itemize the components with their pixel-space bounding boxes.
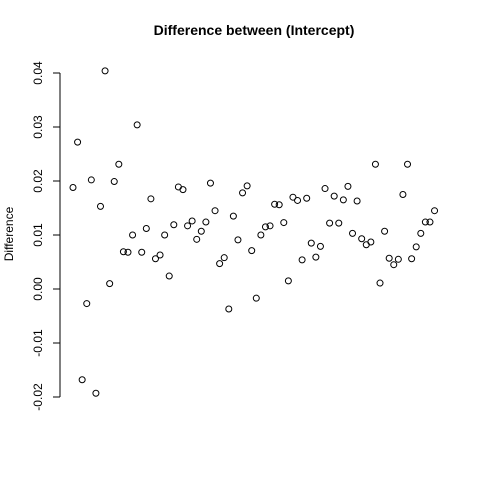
data-point bbox=[390, 261, 398, 269]
data-point bbox=[119, 248, 127, 256]
data-point bbox=[252, 294, 260, 302]
data-point bbox=[326, 219, 334, 227]
data-point bbox=[275, 201, 283, 209]
data-point bbox=[385, 254, 393, 262]
data-point bbox=[69, 183, 77, 191]
y-tick-label: -0.02 bbox=[31, 383, 45, 411]
data-point bbox=[129, 231, 137, 239]
data-point bbox=[147, 195, 155, 203]
data-point bbox=[349, 229, 357, 237]
data-point bbox=[412, 243, 420, 251]
data-point bbox=[339, 196, 347, 204]
data-point bbox=[321, 185, 329, 193]
data-point bbox=[408, 255, 416, 263]
data-point bbox=[188, 217, 196, 225]
data-point bbox=[83, 300, 91, 308]
data-point bbox=[229, 212, 237, 220]
data-point bbox=[211, 207, 219, 215]
y-tick-label: 0.01 bbox=[31, 223, 45, 247]
data-point bbox=[243, 182, 251, 190]
data-point bbox=[271, 200, 279, 208]
data-point bbox=[151, 255, 159, 263]
data-points bbox=[69, 67, 439, 397]
data-point bbox=[266, 222, 274, 230]
data-point bbox=[344, 182, 352, 190]
data-point bbox=[124, 248, 132, 256]
data-point bbox=[381, 227, 389, 235]
data-point bbox=[234, 236, 242, 244]
y-tick-label: 0.03 bbox=[31, 115, 45, 139]
data-point bbox=[307, 239, 315, 247]
data-point bbox=[367, 238, 375, 246]
data-point bbox=[216, 260, 224, 268]
data-point bbox=[225, 305, 233, 313]
data-point bbox=[220, 254, 228, 262]
data-point bbox=[312, 253, 320, 261]
data-point bbox=[170, 221, 178, 229]
data-point bbox=[284, 277, 292, 285]
y-tick-label: -0.01 bbox=[31, 329, 45, 357]
data-point bbox=[257, 231, 265, 239]
data-point bbox=[179, 186, 187, 194]
data-point bbox=[431, 207, 439, 215]
data-point bbox=[335, 219, 343, 227]
data-point bbox=[110, 178, 118, 186]
data-point bbox=[404, 160, 412, 168]
data-point bbox=[74, 138, 82, 146]
data-point bbox=[399, 191, 407, 198]
data-point bbox=[248, 247, 256, 255]
y-axis: -0.02 -0.01 0.00 0.01 0.02 0.03 0.04 bbox=[31, 61, 61, 411]
data-point bbox=[358, 235, 366, 243]
data-point bbox=[142, 225, 150, 233]
data-point bbox=[197, 227, 205, 235]
data-point bbox=[303, 194, 311, 202]
data-point bbox=[426, 218, 434, 226]
data-point bbox=[289, 193, 297, 201]
data-point bbox=[330, 192, 338, 200]
data-point bbox=[376, 279, 384, 287]
data-point bbox=[417, 229, 425, 237]
data-point bbox=[138, 248, 146, 256]
y-tick-label: 0.00 bbox=[31, 277, 45, 301]
data-point bbox=[165, 272, 173, 280]
y-tick-label: 0.04 bbox=[31, 61, 45, 85]
data-point bbox=[106, 280, 114, 288]
data-point bbox=[184, 222, 192, 230]
data-point bbox=[294, 196, 302, 204]
data-point bbox=[421, 218, 429, 226]
data-point bbox=[298, 256, 306, 264]
data-point bbox=[101, 67, 109, 75]
data-point bbox=[261, 223, 269, 231]
data-point bbox=[280, 219, 288, 227]
data-point bbox=[115, 160, 123, 168]
y-axis-label: Difference bbox=[2, 206, 16, 261]
chart-title: Difference between (Intercept) bbox=[154, 22, 355, 38]
data-point bbox=[161, 231, 169, 239]
data-point bbox=[206, 179, 214, 187]
data-point bbox=[96, 202, 104, 210]
data-point bbox=[92, 389, 100, 397]
data-point bbox=[193, 235, 201, 243]
data-point bbox=[87, 176, 95, 184]
data-point bbox=[78, 376, 86, 384]
data-point bbox=[202, 218, 210, 226]
data-point bbox=[133, 121, 141, 129]
y-tick-label: 0.02 bbox=[31, 169, 45, 193]
data-point bbox=[156, 251, 164, 259]
data-point bbox=[371, 160, 379, 168]
data-point bbox=[394, 255, 402, 263]
data-point bbox=[353, 197, 361, 205]
data-point bbox=[316, 242, 324, 250]
data-point bbox=[239, 189, 247, 197]
